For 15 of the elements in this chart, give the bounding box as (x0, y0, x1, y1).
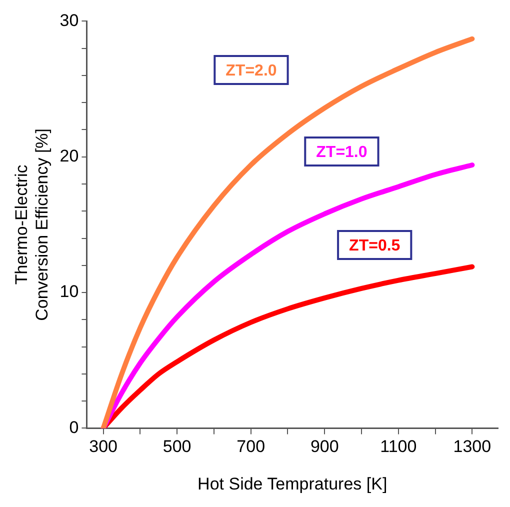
y-axis-title: Thermo-Electric Conversion Efficiency [%] (12, 128, 52, 321)
x-tick-label: 1300 (453, 437, 492, 456)
x-tick-label: 900 (310, 437, 339, 456)
y-tick-label: 10 (60, 282, 79, 302)
x-tick-label: 500 (162, 437, 192, 456)
x-tick-label: 700 (236, 437, 266, 456)
text: ZT=1.0 (316, 144, 368, 161)
x-tick-label: 300 (89, 437, 118, 456)
x-axis-title: Hot Side Tempratures [K] (198, 474, 388, 494)
text: ZT=2.0 (226, 62, 277, 80)
x-tick-label: 1100 (380, 437, 417, 456)
y-tick-label: 0 (69, 418, 79, 437)
y-tick-label: 30 (60, 10, 79, 30)
y-tick-label: 20 (60, 146, 79, 166)
series-label: ZT=0.5 (349, 237, 400, 254)
